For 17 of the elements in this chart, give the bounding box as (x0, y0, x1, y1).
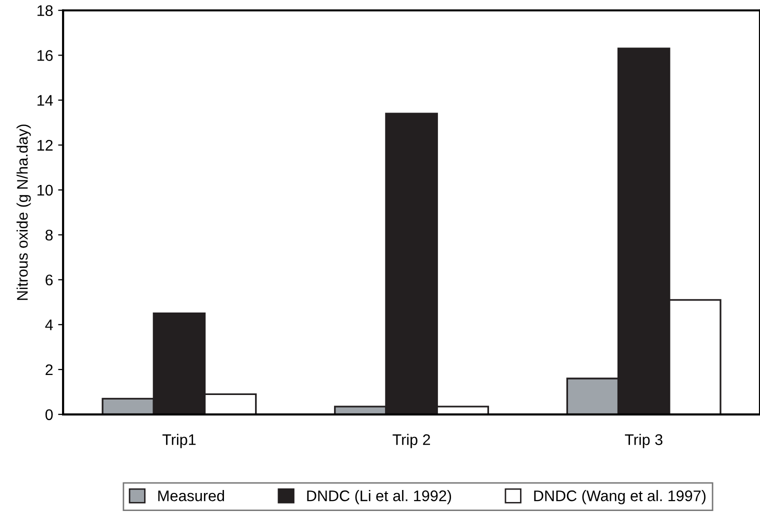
y-tick-label: 16 (38, 50, 53, 61)
legend-label: DNDC (Li et al. 1992) (307, 490, 452, 504)
legend-label: Measured (158, 490, 224, 502)
y-axis-title: Nitrous oxide (g N/ha.day) (16, 124, 31, 300)
y-tick-label: 8 (46, 230, 53, 241)
x-tick-label: Trip1 (162, 434, 196, 448)
y-tick-label: 14 (38, 95, 53, 106)
y-tick-label: 18 (38, 5, 53, 16)
y-tick-label: 4 (45, 320, 53, 330)
y-tick-label: 12 (38, 140, 53, 151)
x-tick-label: Trip 3 (624, 434, 662, 448)
x-tick-label: Trip 2 (392, 434, 430, 448)
y-tick-label: 0 (45, 409, 53, 420)
y-tick-label: 2 (46, 364, 53, 376)
y-tick-label: 6 (46, 274, 53, 286)
legend-label: DNDC (Wang et al. 1997) (534, 490, 706, 504)
y-tick-label: 10 (38, 184, 53, 196)
